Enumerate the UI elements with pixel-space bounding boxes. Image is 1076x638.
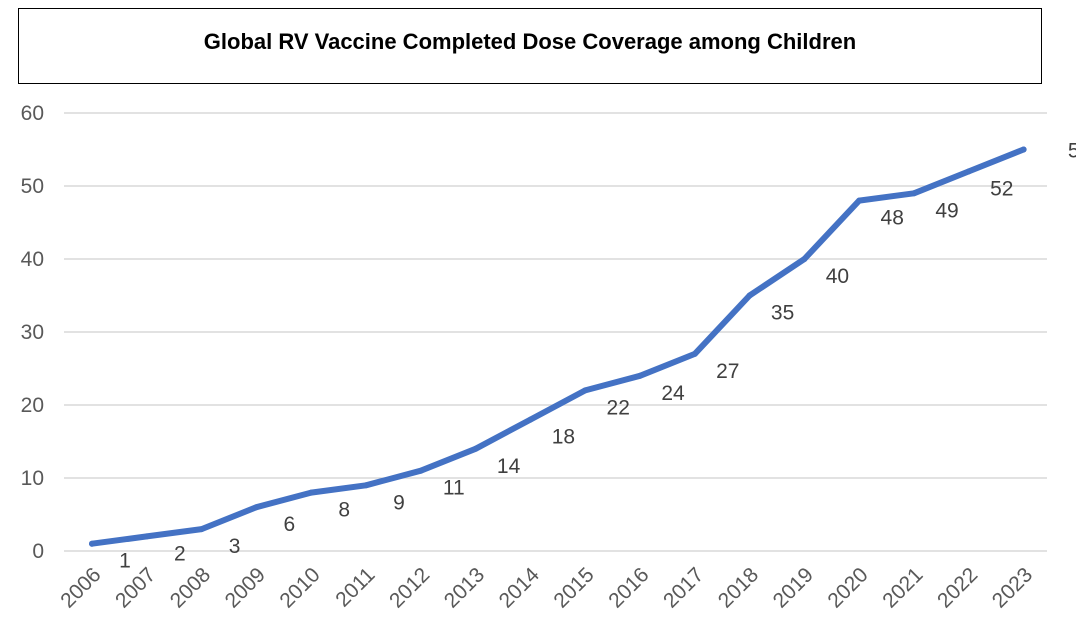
data-point bbox=[253, 504, 260, 511]
y-tick-label: 30 bbox=[21, 321, 44, 344]
data-label: 27 bbox=[716, 360, 739, 383]
data-label: 1 bbox=[119, 550, 131, 573]
data-point bbox=[417, 467, 424, 474]
data-label: 48 bbox=[881, 207, 904, 230]
y-tick-label: 60 bbox=[21, 102, 44, 125]
data-point bbox=[965, 168, 972, 175]
y-tick-label: 50 bbox=[21, 175, 44, 198]
data-label: 55 bbox=[1068, 140, 1076, 163]
x-tick-label: 2022 bbox=[933, 563, 982, 612]
x-tick-label: 2011 bbox=[331, 563, 379, 611]
y-tick-label: 20 bbox=[21, 394, 44, 417]
data-label: 22 bbox=[607, 396, 630, 419]
data-point bbox=[89, 540, 95, 547]
data-label: 40 bbox=[826, 265, 849, 288]
x-tick-label: 2015 bbox=[549, 563, 598, 612]
data-labels: 1 2 3 6 8 9 11 14 18 22 24 27 35 40 48 49 52 55 bbox=[119, 140, 1076, 573]
y-tick-label: 0 bbox=[32, 540, 44, 563]
x-tick-label: 2008 bbox=[166, 563, 215, 612]
series-line bbox=[89, 146, 1027, 547]
data-point bbox=[801, 256, 808, 262]
x-tick-label: 2012 bbox=[385, 563, 434, 612]
data-point bbox=[472, 445, 479, 452]
series-layer bbox=[89, 146, 1027, 547]
data-label: 52 bbox=[990, 177, 1013, 200]
data-point bbox=[911, 190, 917, 197]
data-point bbox=[746, 292, 753, 299]
x-tick-label: 2021 bbox=[878, 563, 927, 612]
x-tick-label: 2014 bbox=[495, 563, 545, 613]
data-point bbox=[856, 197, 863, 204]
data-point bbox=[527, 416, 534, 423]
x-tick-label: 2023 bbox=[988, 563, 1037, 612]
y-tick-label: 10 bbox=[21, 467, 44, 490]
x-tick-label: 2009 bbox=[221, 563, 270, 612]
x-tick-label: 2019 bbox=[769, 563, 818, 612]
x-tick-label: 2016 bbox=[604, 563, 653, 612]
data-label: 9 bbox=[393, 491, 405, 514]
data-label: 49 bbox=[935, 199, 958, 222]
data-point bbox=[1020, 146, 1027, 153]
y-tick-label: 40 bbox=[21, 248, 44, 271]
data-label: 24 bbox=[661, 382, 685, 405]
data-label: 35 bbox=[771, 302, 794, 325]
data-label: 18 bbox=[552, 426, 575, 449]
data-label: 3 bbox=[229, 535, 241, 558]
data-label: 11 bbox=[443, 477, 465, 500]
x-tick-label: 2017 bbox=[659, 563, 708, 612]
data-point bbox=[143, 533, 150, 540]
data-point bbox=[637, 372, 643, 379]
data-point bbox=[308, 489, 315, 496]
x-tick-label: 2013 bbox=[440, 563, 489, 612]
x-tick-label: 2018 bbox=[714, 563, 763, 612]
x-tick-label: 2010 bbox=[275, 563, 324, 612]
gridlines bbox=[64, 112, 1047, 552]
x-tick-label: 2020 bbox=[823, 563, 872, 612]
data-point bbox=[582, 387, 589, 394]
chart-title: Global RV Vaccine Completed Dose Coverag… bbox=[203, 29, 857, 54]
chart-title-box: Global RV Vaccine Completed Dose Coverag… bbox=[18, 8, 1042, 84]
data-label: 2 bbox=[174, 542, 186, 565]
data-label: 8 bbox=[338, 499, 350, 522]
data-point bbox=[691, 350, 698, 357]
x-tick-label: 2006 bbox=[56, 563, 105, 612]
x-axis-ticks: 2006 2007 2008 2009 2010 2011 2012 2013 2014 2015… bbox=[56, 563, 1037, 613]
data-point bbox=[363, 482, 369, 489]
data-label: 6 bbox=[284, 513, 296, 536]
y-axis-ticks: 0 10 20 30 40 50 60 bbox=[21, 102, 44, 563]
data-label: 14 bbox=[497, 455, 521, 478]
data-point bbox=[198, 526, 205, 533]
